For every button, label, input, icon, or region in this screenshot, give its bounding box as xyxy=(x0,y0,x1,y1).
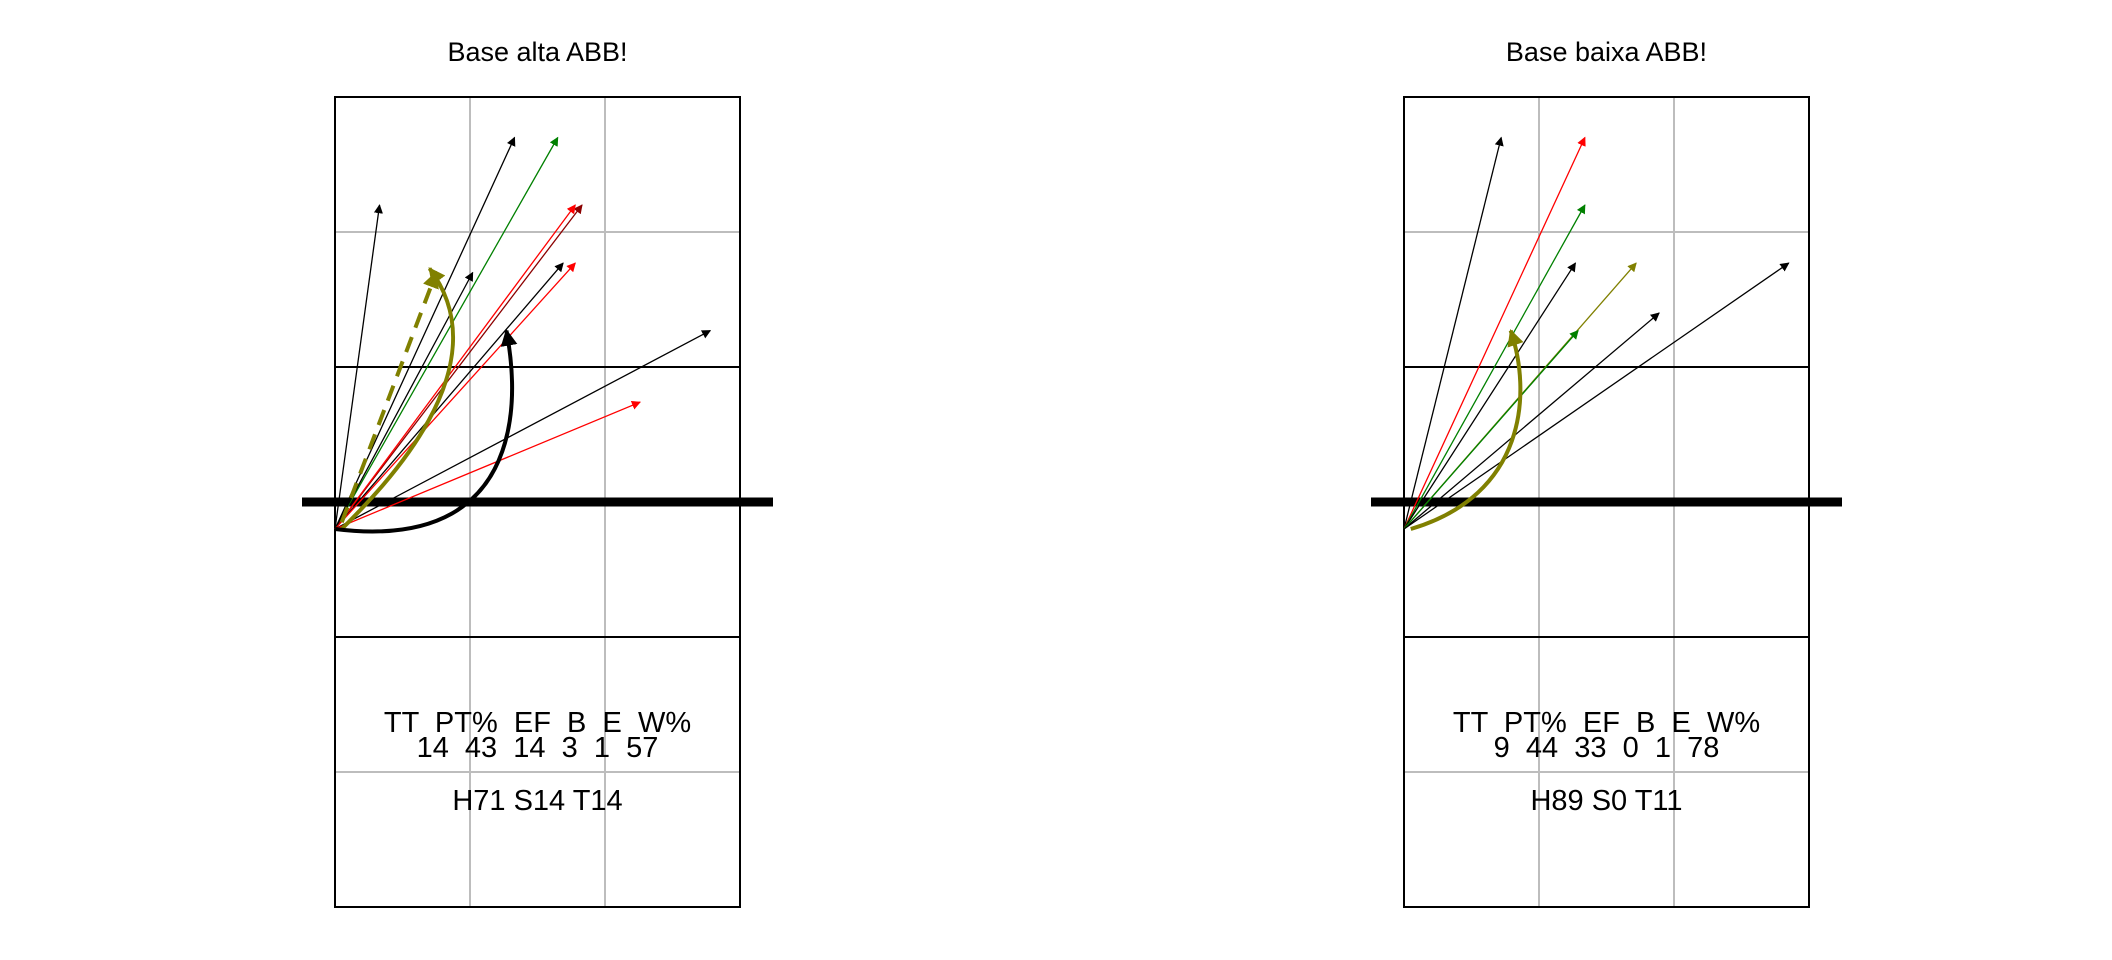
attack-arrow-8 xyxy=(1403,262,1790,530)
stats-header: TT PT% EF B E W% xyxy=(384,707,691,739)
attack-arrow-10 xyxy=(334,401,641,530)
attack-arrow-4 xyxy=(334,204,583,530)
attack-arrow-1 xyxy=(1403,136,1504,530)
attack-arrow-8 xyxy=(334,262,576,530)
stats-header: TT PT% EF B E W% xyxy=(1453,707,1760,739)
attack-arrow-1 xyxy=(334,204,383,530)
attack-arrow-7 xyxy=(334,262,564,530)
attack-arrow-5 xyxy=(334,204,576,530)
panel-title: Base baixa ABB! xyxy=(1506,37,1707,67)
stats-values: 14 43 14 3 1 57 xyxy=(417,732,659,764)
attack-arrow-6 xyxy=(1403,312,1660,530)
attack-arrow-2 xyxy=(1403,136,1586,530)
summary-text: H71 S14 T14 xyxy=(452,785,622,817)
attack-arrow-3 xyxy=(1403,204,1586,530)
court-panel-2: Base baixa ABB! TT PT% EF B E W%9 44 33 0… xyxy=(1371,37,1842,908)
attack-arrow-7 xyxy=(1403,329,1579,530)
summary-arrow-3 xyxy=(334,328,518,534)
summary-arrow-1 xyxy=(1410,328,1524,531)
attack-arrow-9 xyxy=(334,329,712,530)
court-panel-1: Base alta ABB! TT PT% EF B E W%14 43 14 3… xyxy=(302,37,773,908)
attack-arrow-3 xyxy=(334,136,559,530)
panel-title: Base alta ABB! xyxy=(447,37,627,67)
summary-text: H89 S0 T11 xyxy=(1530,785,1682,817)
summary-arrow-2 xyxy=(339,270,439,523)
stats-values: 9 44 33 0 1 78 xyxy=(1494,732,1720,764)
attack-arrow-4 xyxy=(1403,262,1576,530)
summary-arrow-1 xyxy=(340,267,455,531)
